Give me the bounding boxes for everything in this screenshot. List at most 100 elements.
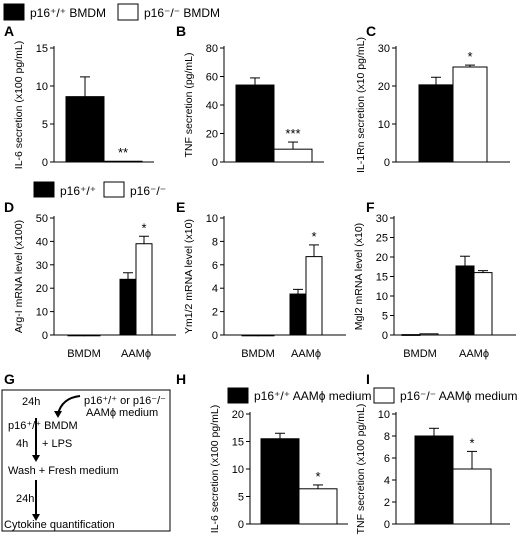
legend-top: p16⁺/⁺ BMDM p16⁻/⁻ BMDM: [3, 3, 220, 21]
flow-wash: Wash + Fresh medium: [8, 465, 119, 477]
y-tick-label: 10: [232, 464, 244, 476]
y-tick-label: 2: [212, 307, 218, 319]
y-tick-label: 10: [378, 119, 390, 131]
y-tick-label: 5: [238, 492, 244, 504]
bar-d-s0-g0: [67, 334, 85, 337]
flow-arrowhead-1: [32, 455, 40, 462]
significance-marker: *: [141, 220, 146, 235]
x-category-label: BMDM: [241, 348, 275, 360]
y-tick-label: 0: [42, 157, 48, 169]
y-tick-label: 25: [376, 233, 388, 245]
flowchart-frame: [1, 389, 171, 532]
y-tick-label: 2: [384, 497, 390, 509]
y-tick-label: 0: [212, 157, 218, 169]
y-axis-label: TNF secretion (x100 pg/mL): [355, 404, 367, 535]
y-tick-label: 20: [36, 283, 48, 295]
x-category-label: BMDM: [67, 348, 101, 360]
y-tick-label: 0: [384, 157, 390, 169]
legend-top-swatch-wt: [3, 3, 25, 21]
chart-panel-a: A 0 5 10 15 IL-6 secretion (x100 pg/mL) **: [4, 23, 154, 169]
y-tick-label: 6: [384, 453, 390, 465]
y-axis-label: Arg-I mRNA level (x100): [13, 220, 25, 333]
bar-c-s1-g0: [452, 66, 488, 163]
legend-bottom-swatch-wt: [227, 387, 249, 404]
bar-a-s1-g0: [103, 160, 143, 163]
panel-label-d: D: [4, 199, 14, 215]
flow-lps: + LPS: [42, 438, 72, 450]
flow-time-2: 4h: [16, 438, 28, 450]
flow-arrowhead-2: [32, 514, 40, 521]
y-tick-label: 6: [212, 260, 218, 272]
y-tick-label: 0: [384, 519, 390, 531]
flow-start: p16⁺/⁺ BMDM: [8, 420, 78, 432]
legend-middle-swatch-ko: [103, 181, 125, 198]
x-category-label: BMDM: [403, 348, 437, 360]
flow-feed-arrowhead: [54, 411, 62, 418]
flow-end: Cytokine quantification: [4, 519, 115, 531]
panel-label-a: A: [4, 23, 14, 39]
bar-i-s1-g0: [452, 468, 492, 525]
y-tick-label: 20: [378, 81, 390, 93]
legend-bottom-label-wt: p16⁺/⁺ AAMϕ medium: [254, 389, 371, 403]
significance-marker: *: [311, 229, 316, 244]
x-category-label: AAMϕ: [459, 348, 489, 360]
y-tick-label: 50: [36, 213, 48, 225]
y-tick-label: 15: [232, 437, 244, 449]
y-tick-label: 0: [238, 519, 244, 531]
bar-c-s0-g0: [418, 84, 454, 163]
flow-feed-1: p16⁺/⁺ or p16⁻/⁻: [84, 395, 166, 407]
y-tick-label: 10: [36, 307, 48, 319]
y-tick-label: 5: [42, 119, 48, 131]
chart-panel-i: I 0 2 4 6 8 10 TNF secretion (x100 pg/mL) *: [355, 371, 510, 534]
y-tick-label: 0: [42, 330, 48, 342]
bar-i-s0-g0: [414, 435, 454, 525]
bar-b-s0-g0: [235, 84, 275, 163]
y-axis-label: IL-6 secretion (x100 pg/mL): [13, 41, 25, 169]
y-axis-label: IL-6 secretion (x100 pg/mL): [209, 405, 221, 533]
panel-label-g: G: [4, 371, 15, 387]
chart-panel-b: B 0 20 40 60 80 TNF secretion (pg/mL) ***: [176, 23, 324, 169]
bar-a-s0-g0: [65, 96, 105, 163]
y-tick-label: 30: [36, 260, 48, 272]
y-tick-label: 8: [212, 236, 218, 248]
bar-e-s1-g1: [305, 256, 323, 336]
legend-bottom-swatch-ko: [373, 387, 395, 404]
bar-b-s1-g0: [273, 148, 313, 163]
significance-marker: *: [315, 469, 320, 484]
legend-middle-label-ko: p16⁻/⁻: [130, 184, 166, 198]
legend-middle: p16⁺/⁺ p16⁻/⁻: [33, 181, 166, 198]
chart-panel-e: E 0 2 4 6 8 10 Ym1/2 mRNA level (x10) BMDM AAMϕ *: [176, 199, 346, 360]
legend-top-swatch-ko: [117, 3, 139, 21]
significance-marker: ***: [285, 126, 300, 141]
bar-f-s0-g1: [455, 265, 475, 336]
bar-d-s1-g0: [83, 334, 101, 337]
y-tick-label: 30: [378, 43, 390, 55]
flow-feed-2: AAMϕ medium: [86, 407, 158, 419]
y-axis-label: Ym1/2 mRNA level (x10): [183, 219, 195, 334]
significance-marker: **: [118, 145, 128, 160]
legend-top-label-ko: p16⁻/⁻ BMDM: [144, 6, 220, 20]
legend-bottom-label-ko: p16⁻/⁻ AAMϕ medium: [400, 389, 517, 403]
bar-e-s1-g0: [257, 334, 275, 337]
bar-f-s1-g1: [473, 272, 493, 336]
panel-label-e: E: [176, 199, 185, 215]
y-tick-label: 30: [376, 213, 388, 225]
chart-panel-f: F 0 5 10 15 20 25 30 Mgl2 mRNA level (x10) BMDM AA…: [353, 199, 516, 360]
panel-label-b: B: [176, 23, 186, 39]
chart-panel-d: D 0 10 20 30 40 50 Arg-I mRNA level (x100) BMDM A…: [4, 199, 176, 360]
chart-panel-c: C 0 10 20 30 IL-1Rn secretion (x10 pg/mL) *: [355, 23, 510, 173]
y-tick-label: 40: [206, 100, 218, 112]
legend-top-label-wt: p16⁺/⁺ BMDM: [30, 6, 106, 20]
flow-time-1: 24h: [22, 396, 40, 408]
y-axis-label: Mgl2 mRNA level (x10): [353, 223, 365, 330]
bar-h-s1-g0: [298, 488, 338, 525]
chart-panel-h: H 0 5 10 15 20 IL-6 secretion (x100 pg/mL) *: [176, 371, 348, 533]
bar-d-s1-g1: [135, 243, 153, 336]
legend-bottom: p16⁺/⁺ AAMϕ medium p16⁻/⁻ AAMϕ medium: [227, 387, 517, 404]
y-tick-label: 0: [212, 330, 218, 342]
y-tick-label: 20: [376, 252, 388, 264]
y-tick-label: 80: [206, 43, 218, 55]
bar-f-s0-g0: [401, 334, 421, 336]
